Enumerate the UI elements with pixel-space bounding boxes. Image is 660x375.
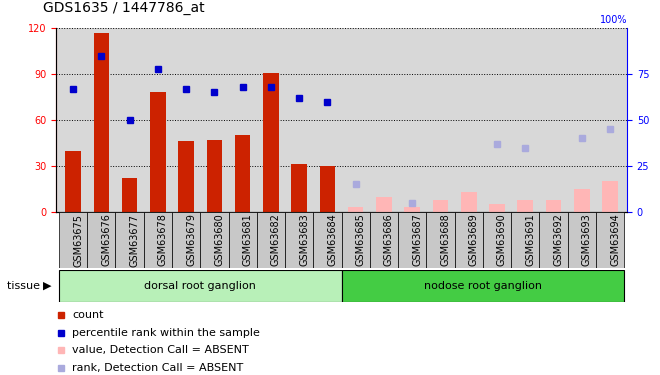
FancyBboxPatch shape	[59, 270, 342, 302]
Text: rank, Detection Call = ABSENT: rank, Detection Call = ABSENT	[72, 363, 244, 373]
FancyBboxPatch shape	[257, 212, 285, 268]
FancyBboxPatch shape	[511, 212, 539, 268]
Bar	[433, 200, 448, 212]
FancyBboxPatch shape	[200, 212, 228, 268]
Bar	[150, 93, 166, 212]
Bar	[461, 192, 477, 212]
Text: GSM63684: GSM63684	[327, 214, 337, 266]
FancyBboxPatch shape	[342, 212, 370, 268]
Bar	[517, 200, 533, 212]
Text: ▶: ▶	[43, 281, 51, 291]
Text: GSM63676: GSM63676	[102, 214, 112, 267]
Text: GSM63682: GSM63682	[271, 214, 281, 267]
FancyBboxPatch shape	[539, 212, 568, 268]
FancyBboxPatch shape	[115, 212, 144, 268]
Bar	[178, 141, 194, 212]
Bar	[122, 178, 137, 212]
Text: GSM63691: GSM63691	[525, 214, 535, 266]
FancyBboxPatch shape	[87, 212, 116, 268]
FancyBboxPatch shape	[172, 212, 200, 268]
Bar	[65, 151, 81, 212]
FancyBboxPatch shape	[285, 212, 314, 268]
Bar	[546, 200, 561, 212]
Text: count: count	[72, 310, 104, 320]
Bar	[405, 207, 420, 212]
Text: GSM63683: GSM63683	[299, 214, 309, 266]
Text: nodose root ganglion: nodose root ganglion	[424, 281, 542, 291]
FancyBboxPatch shape	[426, 212, 455, 268]
Text: GSM63678: GSM63678	[158, 214, 168, 267]
Bar	[207, 140, 222, 212]
Text: GSM63680: GSM63680	[214, 214, 224, 266]
FancyBboxPatch shape	[398, 212, 426, 268]
Text: GSM63679: GSM63679	[186, 214, 196, 267]
Text: value, Detection Call = ABSENT: value, Detection Call = ABSENT	[72, 345, 249, 355]
FancyBboxPatch shape	[144, 212, 172, 268]
Text: GSM63685: GSM63685	[356, 214, 366, 267]
Text: GSM63688: GSM63688	[440, 214, 451, 266]
Text: percentile rank within the sample: percentile rank within the sample	[72, 328, 260, 338]
FancyBboxPatch shape	[228, 212, 257, 268]
Bar	[319, 166, 335, 212]
FancyBboxPatch shape	[483, 212, 511, 268]
Text: GSM63686: GSM63686	[384, 214, 394, 266]
FancyBboxPatch shape	[596, 212, 624, 268]
Text: tissue: tissue	[7, 281, 43, 291]
Text: GSM63687: GSM63687	[412, 214, 422, 267]
Text: GSM63675: GSM63675	[73, 214, 83, 267]
Bar	[235, 135, 250, 212]
FancyBboxPatch shape	[342, 270, 624, 302]
Bar	[263, 72, 279, 212]
Text: GSM63694: GSM63694	[610, 214, 620, 266]
Text: 100%: 100%	[599, 15, 627, 26]
Text: GSM63681: GSM63681	[243, 214, 253, 266]
Text: GSM63677: GSM63677	[129, 214, 139, 267]
FancyBboxPatch shape	[370, 212, 398, 268]
Text: GSM63692: GSM63692	[554, 214, 564, 267]
Bar	[489, 204, 505, 212]
Bar	[574, 189, 589, 212]
Bar	[291, 164, 307, 212]
Text: GDS1635 / 1447786_at: GDS1635 / 1447786_at	[43, 1, 205, 15]
Text: dorsal root ganglion: dorsal root ganglion	[145, 281, 256, 291]
FancyBboxPatch shape	[455, 212, 483, 268]
FancyBboxPatch shape	[314, 212, 342, 268]
FancyBboxPatch shape	[59, 212, 87, 268]
Bar	[603, 181, 618, 212]
Text: GSM63693: GSM63693	[581, 214, 592, 266]
FancyBboxPatch shape	[568, 212, 596, 268]
Bar	[376, 196, 392, 212]
Text: GSM63689: GSM63689	[469, 214, 478, 266]
Bar	[94, 33, 109, 212]
Text: GSM63690: GSM63690	[497, 214, 507, 266]
Bar	[348, 207, 364, 212]
